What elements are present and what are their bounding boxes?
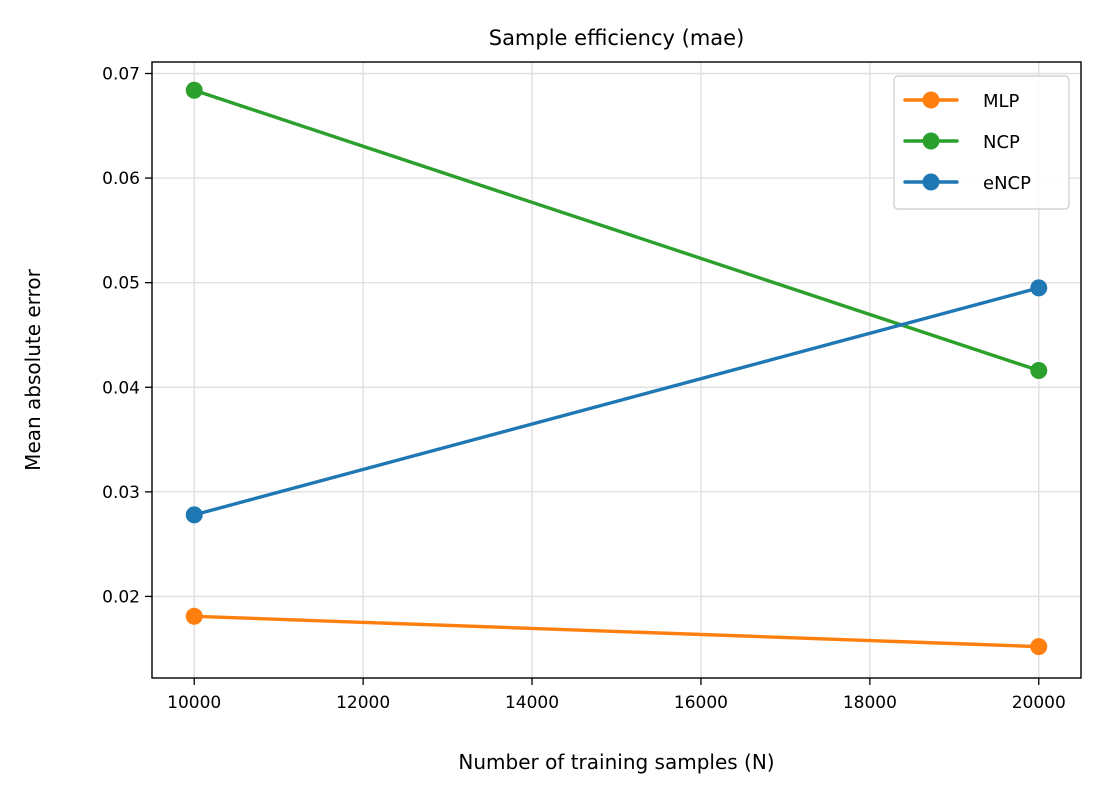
- y-tick-label: 0.06: [102, 169, 140, 189]
- plot-frame: [151, 61, 1082, 679]
- legend: MLP NCP eNCP: [893, 75, 1070, 210]
- x-tick-label: 18000: [843, 693, 897, 713]
- series-ncp: [185, 81, 1048, 380]
- data-point-ncp: [185, 81, 203, 99]
- legend-marker: [922, 132, 940, 150]
- data-point-mlp: [185, 607, 203, 625]
- legend-box: [893, 75, 1070, 210]
- legend-marker: [922, 91, 940, 109]
- x-tick-label: 12000: [336, 693, 390, 713]
- legend-label: eNCP: [983, 173, 1031, 194]
- data-point-ncp: [1030, 362, 1048, 380]
- y-tick-label: 0.05: [102, 274, 140, 294]
- series-line-encp: [192, 286, 1041, 517]
- data-point-encp: [185, 506, 203, 524]
- series-encp: [185, 279, 1048, 524]
- x-tick-label: 16000: [674, 693, 728, 713]
- chart-title: Sample efficiency (mae): [489, 26, 745, 50]
- x-tick-label: 14000: [505, 693, 559, 713]
- y-tick-label: 0.07: [102, 65, 140, 85]
- series-line-mlp: [192, 614, 1041, 649]
- series-mlp: [185, 607, 1048, 656]
- legend-marker: [922, 173, 940, 191]
- y-tick-label: 0.02: [102, 587, 140, 607]
- y-axis: 0.02 0.03 0.04 0.05 0.06 0.07: [102, 65, 152, 607]
- legend-item-ncp: NCP: [903, 132, 1020, 153]
- legend-label: NCP: [983, 132, 1020, 153]
- data-point-encp: [1030, 279, 1048, 297]
- x-axis: 10000 12000 14000 16000 18000 20000: [167, 678, 1066, 713]
- legend-item-mlp: MLP: [903, 91, 1020, 112]
- series-layer: [185, 81, 1048, 656]
- y-tick-label: 0.03: [102, 483, 140, 503]
- legend-label: MLP: [983, 91, 1020, 112]
- y-axis-label: Mean absolute error: [21, 268, 45, 470]
- x-axis-label: Number of training samples (N): [458, 750, 774, 774]
- legend-item-encp: eNCP: [903, 173, 1031, 194]
- x-tick-label: 20000: [1012, 693, 1066, 713]
- y-tick-label: 0.04: [102, 378, 140, 398]
- series-line-ncp: [192, 88, 1041, 373]
- x-tick-label: 10000: [167, 693, 221, 713]
- data-point-mlp: [1030, 638, 1048, 656]
